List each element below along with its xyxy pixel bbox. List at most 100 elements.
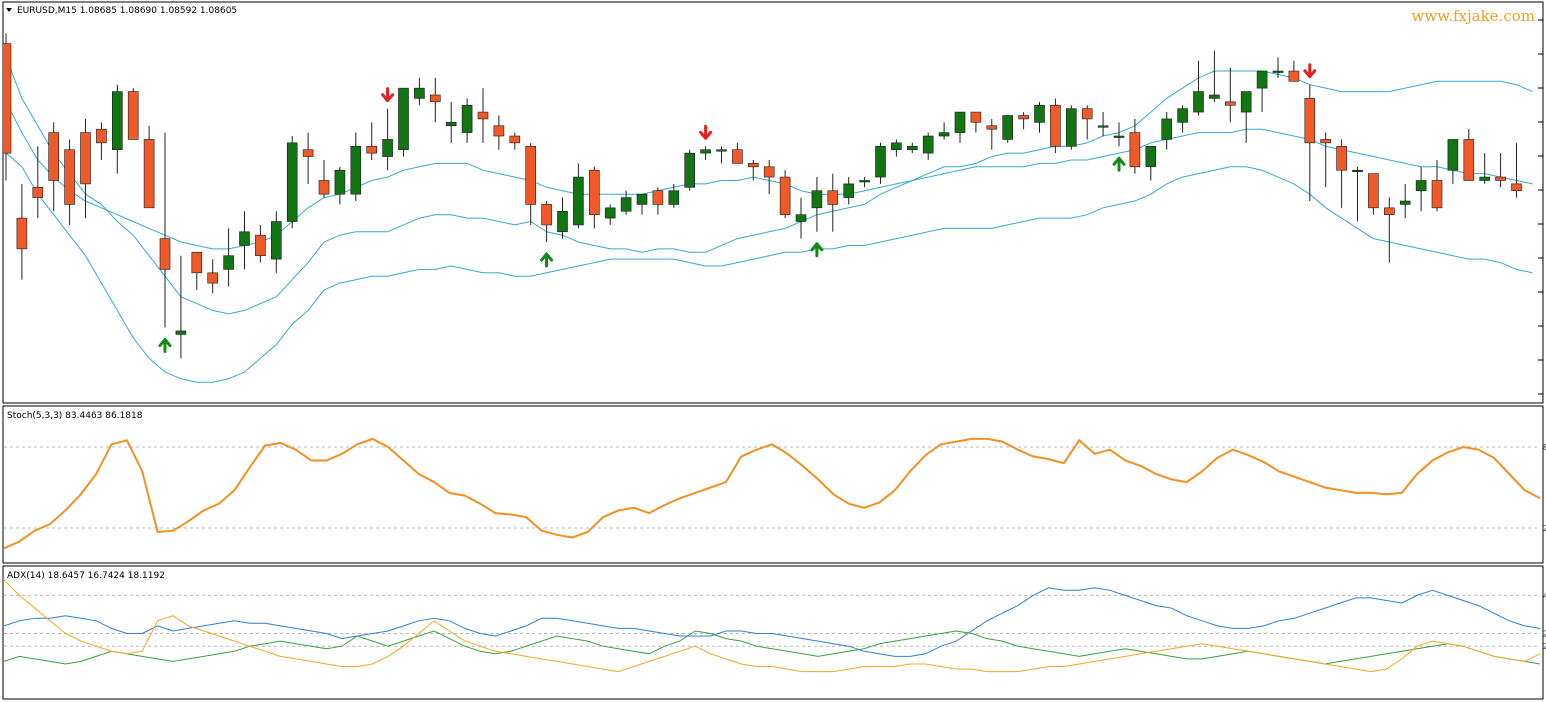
bear-candle-body	[541, 204, 552, 226]
price-pane[interactable]: EURUSD,M15 1.08685 1.08690 1.08592 1.086…	[1, 1, 1544, 404]
bear-candle-body	[1225, 101, 1236, 106]
bull-candle-body	[1352, 169, 1363, 173]
bull-candle-body	[1256, 70, 1268, 89]
adx-pane[interactable]: 4 2 2 ADX(14) 18.6457 16.7424 18.1192	[2, 565, 1546, 700]
bear-candle-body	[80, 132, 91, 185]
bear-candle-body	[1018, 115, 1029, 120]
bull-candle-body	[382, 139, 393, 157]
down-arrow-signal-icon	[699, 124, 713, 140]
bear-candle-body	[1081, 108, 1093, 120]
bull-candle-body	[811, 190, 823, 209]
bear-candle-body	[302, 149, 314, 157]
bear-candle-body	[255, 234, 266, 257]
bollinger-band-line-3	[5, 152, 1533, 383]
bull-candle-body	[1209, 94, 1220, 99]
bull-candle-body	[604, 207, 616, 219]
bull-candle-body	[573, 176, 584, 226]
adx-level-label: 4	[1543, 591, 1546, 600]
bull-candle-body	[1161, 118, 1172, 140]
bull-candle-body	[1415, 180, 1427, 192]
bear-candle-body	[64, 149, 75, 205]
adx-title: ADX(14) 18.6457 16.7424 18.1192	[7, 571, 165, 581]
adx-level-label: 2	[1543, 642, 1546, 651]
bull-candle-body	[1066, 108, 1077, 147]
bull-candle-body	[875, 145, 886, 178]
bear-candle-body	[1304, 98, 1316, 144]
bull-candle-body	[668, 190, 680, 205]
bear-candle-body	[509, 135, 521, 144]
bull-candle-body	[620, 197, 632, 212]
bear-candle-body	[318, 180, 330, 195]
bull-candle-body	[1113, 135, 1125, 138]
bull-candle-body	[557, 210, 568, 233]
bull-candle-body	[700, 149, 711, 154]
up-arrow-signal-icon	[158, 338, 172, 354]
bear-candle-body	[207, 272, 218, 284]
candlesticks	[3, 33, 1522, 359]
bear-candle-body	[652, 190, 664, 205]
bear-candle-body	[1336, 145, 1347, 171]
bear-candle-body	[970, 111, 982, 123]
bear-candle-body	[1050, 104, 1061, 147]
bull-candle-body	[286, 142, 298, 222]
stochastic-levels: 82	[4, 443, 1546, 533]
bear-candle-body	[96, 128, 107, 144]
bull-candle-body	[843, 183, 855, 198]
bull-candle-body	[414, 87, 425, 99]
bull-candle-body	[112, 91, 123, 150]
bear-candle-body	[1368, 173, 1379, 209]
bull-candle-body	[1193, 91, 1204, 113]
bear-candle-body	[1320, 139, 1331, 144]
bull-candle-body	[906, 145, 918, 150]
bear-candle-body	[779, 176, 791, 215]
bear-candle-body	[3, 43, 12, 154]
up-arrow-signal-icon	[1112, 156, 1126, 172]
up-arrow-signal-icon	[540, 252, 554, 268]
bear-candle-body	[143, 139, 155, 209]
down-arrow-signal-icon	[381, 87, 395, 103]
bull-candle-body	[1034, 104, 1045, 123]
stochastic-level-label: 2	[1543, 524, 1546, 533]
bear-candle-body	[1129, 132, 1141, 168]
bull-candle-body	[1479, 176, 1490, 181]
bull-candle-body	[445, 122, 457, 127]
bear-candle-body	[1288, 70, 1300, 82]
bull-candle-body	[239, 231, 250, 246]
price-axis-ticks	[1538, 19, 1543, 395]
bull-candle-body	[922, 135, 934, 154]
bull-candle-body	[461, 104, 473, 133]
adx-minus-di-line	[3, 579, 1541, 673]
bull-candle-body	[1399, 200, 1411, 205]
down-arrow-signal-icon	[1303, 63, 1317, 79]
bull-candle-body	[1240, 91, 1252, 113]
bull-candle-body	[1145, 145, 1157, 168]
chart-menu-triangle-icon[interactable]	[6, 8, 12, 12]
stochastic-pane-frame	[2, 405, 1544, 564]
bear-candle-body	[493, 125, 505, 137]
bull-candle-body	[1272, 70, 1284, 73]
bull-candle-body	[859, 180, 870, 183]
bull-candle-body	[684, 152, 696, 188]
adx-level-label: 2	[1543, 630, 1546, 639]
bear-candle-body	[366, 145, 378, 154]
bull-candle-body	[270, 221, 282, 260]
bull-candle-body	[891, 142, 902, 151]
adx-main-line	[3, 587, 1541, 657]
bear-candle-body	[986, 125, 998, 130]
stochastic-pane[interactable]: 82 Stoch(5,3,3) 83.4463 86.1818	[2, 405, 1546, 564]
bear-candle-body	[429, 94, 441, 103]
bull-candle-body	[350, 145, 362, 195]
bear-candle-body	[827, 190, 839, 205]
stochastic-title: Stoch(5,3,3) 83.4463 86.1818	[7, 411, 143, 421]
bear-candle-body	[732, 149, 743, 164]
bull-candle-body	[795, 214, 807, 222]
bull-candle-body	[334, 169, 346, 195]
bull-candle-body	[223, 255, 234, 270]
bull-candle-body	[1177, 108, 1188, 123]
bull-candle-body	[1447, 139, 1459, 171]
bear-candle-body	[1431, 180, 1443, 209]
bear-candle-body	[1384, 207, 1395, 215]
bear-candle-body	[525, 145, 537, 205]
